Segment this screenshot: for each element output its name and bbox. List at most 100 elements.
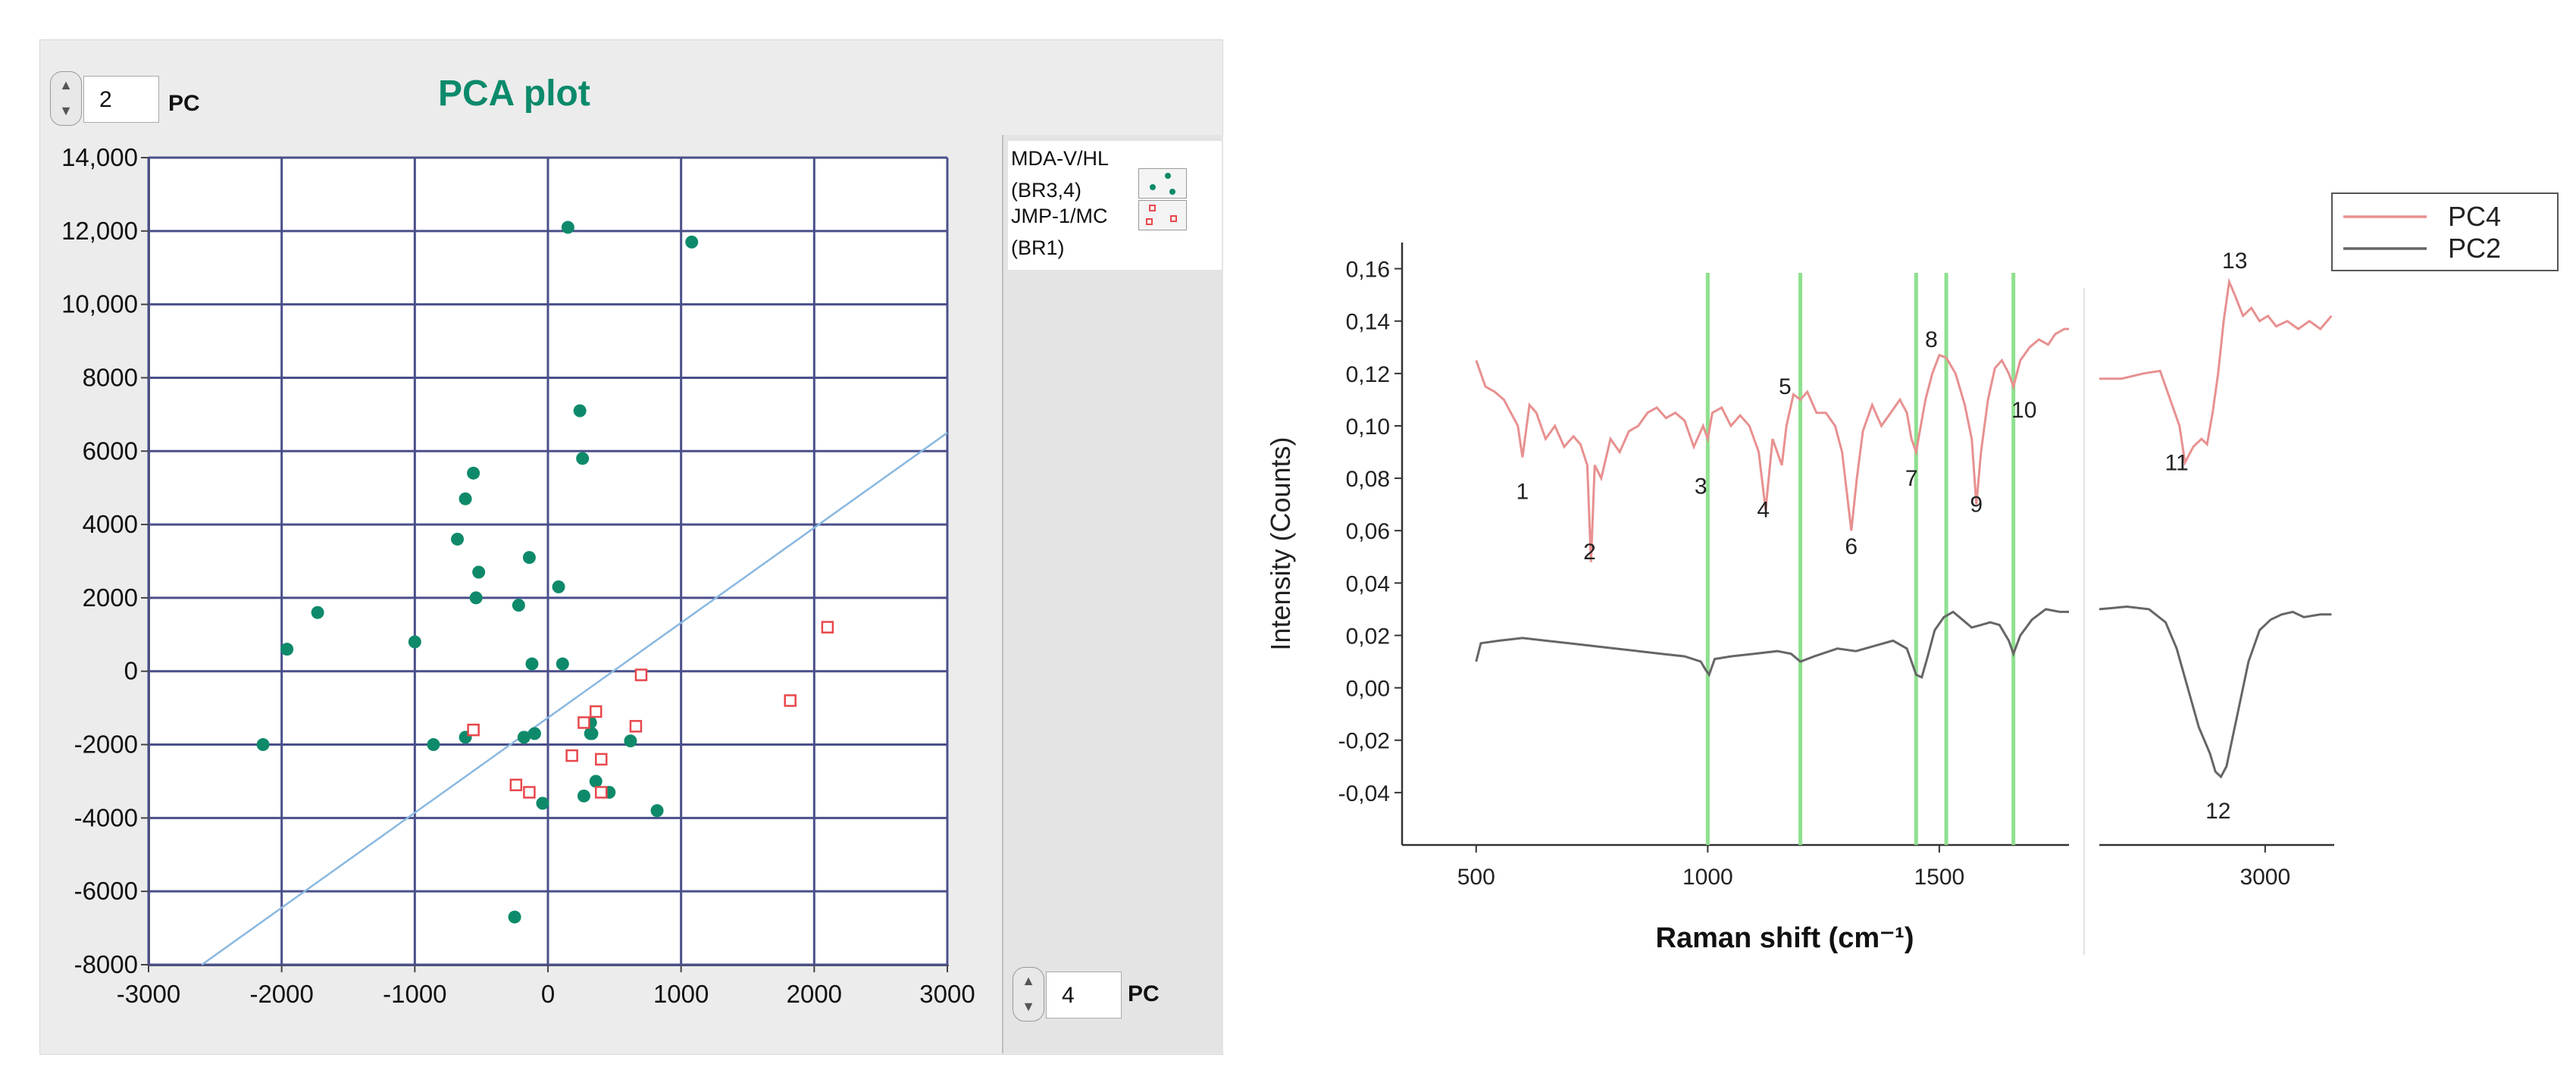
y-pc-input[interactable]: 2 [83,76,159,123]
raman-x-tick-label: 1500 [1914,865,1965,890]
x-pc-label: PC [1128,981,1160,1006]
pca-point-mda [467,466,480,480]
pca-point-mda [408,635,421,649]
pca-point-jmp [595,753,608,766]
raman-peak-label: 5 [1779,374,1792,399]
pca-point-mda [256,738,270,752]
raman-peak-label: 10 [2011,398,2036,423]
raman-peak-label: 2 [1583,540,1596,565]
pca-x-tick-label: 0 [541,980,555,1008]
raman-y-axis-title: Intensity (Counts) [1265,437,1296,650]
raman-peak-label: 9 [1970,493,1983,518]
raman-x-axis-title: Raman shift (cm⁻¹) [1656,922,1914,954]
pca-point-mda [459,492,472,505]
raman-y-tick-label: 0,12 [1346,362,1390,387]
pca-x-tick-label: 3000 [919,980,975,1008]
pca-point-mda [525,657,539,671]
pca-point-jmp [523,786,536,799]
raman-y-tick-label: 0,06 [1346,519,1390,544]
raman-peak-label: 7 [1905,466,1918,491]
raman-loadings-chart: 0,16 0,14 0,12 0,10 0,08 0,06 0,04 0,02 0,00 -0,0… [1265,192,2559,955]
raman-y-tick-label: 0,10 [1346,415,1390,440]
pca-y-tick-label: 14,000 [61,143,138,171]
raman-y-tick-label: 0,08 [1346,467,1390,492]
pca-point-jmp [589,705,603,718]
pca-y-tick-label: 6000 [83,437,138,465]
raman-peak-label: 4 [1757,498,1770,523]
pca-y-tick-label: 2000 [83,584,138,612]
raman-peak-label: 8 [1925,327,1938,352]
pca-point-mda [427,738,440,752]
raman-peak-label: 12 [2205,799,2230,824]
pca-point-mda [650,804,664,818]
legend-swatch-mda-marks [1150,173,1175,195]
pca-point-mda [561,221,574,234]
pca-y-tick-label: 12,000 [61,217,138,245]
legend-label-mda-line2: (BR3,4) [1011,179,1082,202]
pca-x-tick-label: -1000 [383,980,446,1008]
pca-point-mda [451,532,465,546]
pca-y-tick-label: -2000 [74,731,138,759]
legend-label-jmp-line1: JMP-1/MC [1011,205,1108,227]
pca-y-tick-label: 0 [124,657,138,685]
legend-swatch-mda[interactable] [1138,168,1187,199]
pca-x-tick-label: -3000 [117,980,180,1008]
x-pc-input[interactable]: 4 [1046,972,1122,1019]
raman-y-tick-label: 0,04 [1346,571,1390,596]
pca-point-mda [552,580,565,593]
pca-point-mda [527,727,541,740]
pca-point-mda [517,731,531,744]
raman-legend-label-pc4: PC4 [2448,201,2501,232]
pca-x-tick-label: 1000 [653,980,709,1008]
pca-point-jmp [821,621,834,634]
pca-point-mda [589,775,603,788]
pca-point-mda [311,606,324,619]
pca-point-jmp [467,723,480,737]
raman-x-tick-label: 1000 [1682,865,1733,890]
pca-y-tick-label: -6000 [74,877,138,905]
y-pc-spinner[interactable]: ▲ ▼ [50,71,82,126]
raman-series-pc2 [1475,605,2332,779]
pca-point-mda [577,789,590,803]
pca-point-mda [508,910,521,924]
raman-peak-label: 3 [1695,474,1707,499]
pca-point-mda [469,591,483,605]
raman-y-tick-label: 0,16 [1346,258,1390,283]
pca-side-strip [1002,135,1223,1053]
y-pc-label: PC [168,91,200,116]
pca-point-jmp [784,694,797,707]
pca-x-tick-label: -2000 [249,980,313,1008]
pca-point-jmp [595,786,608,799]
pca-point-mda [585,727,599,740]
pca-point-mda [624,734,637,748]
raman-y-tick-label: 0,00 [1346,677,1390,702]
pca-y-tick-label: 4000 [83,510,138,538]
raman-y-tick-label: 0,02 [1346,624,1390,649]
pca-y-tick-label: 10,000 [61,290,138,318]
raman-peak-label: 13 [2222,249,2247,274]
pca-title: PCA plot [438,74,590,114]
raman-x-tick-label: 3000 [2240,865,2290,890]
legend-label-mda-line1: MDA-V/HL [1011,147,1110,170]
pca-point-jmp [634,668,648,681]
pca-legend: MDA-V/HL (BR3,4) JMP-1/MC (BR1) [1008,141,1222,270]
pca-point-jmp [577,716,590,729]
pca-point-mda [472,565,486,579]
raman-y-tick-label: 0,14 [1346,310,1390,335]
pca-point-mda [573,404,587,418]
raman-peak-label: 11 [2165,450,2189,475]
pca-point-mda [280,643,294,656]
pca-point-mda [576,452,590,465]
pca-scatter-chart: -3000 -2000 -1000 0 1000 2000 3000 14,000 12,000… [61,143,975,1008]
legend-swatch-jmp[interactable] [1138,200,1187,230]
legend-swatch-jmp-marks [1146,205,1177,225]
pca-point-jmp [509,778,523,792]
raman-legend-label-pc2: PC2 [2448,233,2501,264]
pca-point-jmp [565,749,578,762]
pca-reference-line [201,432,948,966]
pca-point-mda [522,551,536,565]
pca-y-tick-label: -8000 [74,950,138,978]
x-pc-spinner[interactable]: ▲ ▼ [1013,967,1044,1022]
raman-peak-label: 6 [1845,534,1858,559]
raman-legend-box [2331,192,2559,271]
